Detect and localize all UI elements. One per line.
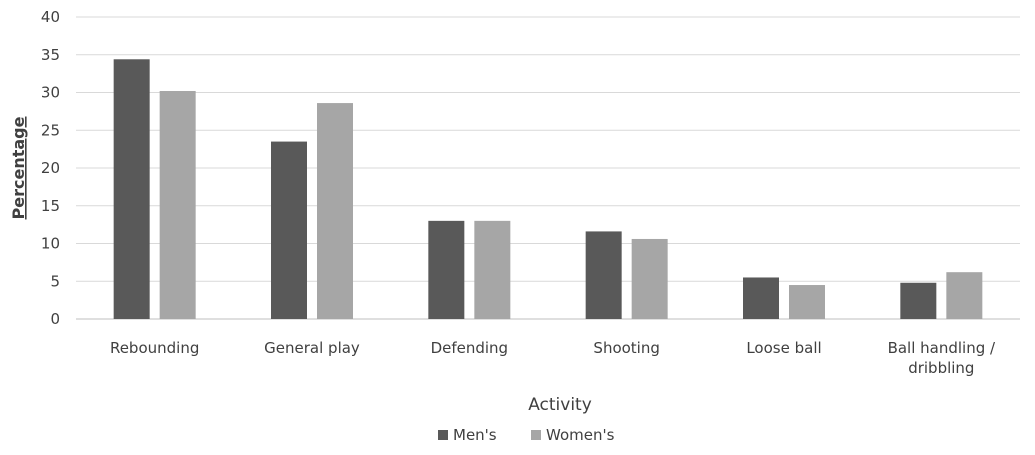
bar: [474, 220, 511, 319]
y-tick-label: 10: [41, 235, 60, 253]
legend-swatch: [438, 430, 448, 440]
y-tick-label: 15: [41, 197, 60, 215]
bar: [743, 277, 779, 319]
legend-swatch: [531, 430, 541, 440]
bar: [317, 103, 353, 319]
y-tick-label: 40: [41, 8, 60, 26]
bar: [113, 59, 150, 319]
legend-label: Men's: [453, 426, 497, 444]
y-tick-label: 0: [50, 310, 60, 328]
legend-label: Women's: [546, 426, 615, 444]
x-category-label: Shooting: [593, 339, 659, 357]
y-tick-label: 25: [41, 121, 60, 139]
bar: [585, 231, 622, 319]
x-category-label: Ball handling /: [888, 339, 996, 357]
x-category-label: Loose ball: [746, 339, 821, 357]
x-axis-title: Activity: [528, 395, 592, 415]
bars: [113, 59, 983, 320]
bar: [631, 238, 668, 319]
gridlines: [76, 16, 1020, 320]
y-tick-label: 5: [50, 272, 60, 290]
x-axis-categories: Rebounding General play Defending Shooting L…: [110, 339, 996, 377]
y-tick-label: 20: [41, 159, 60, 177]
y-tick-label: 30: [41, 84, 60, 102]
legend: Men's Women's: [438, 426, 615, 444]
bar: [428, 220, 465, 319]
x-category-label: Rebounding: [110, 339, 199, 357]
bar: [900, 282, 937, 319]
y-axis-title: Percentage: [9, 116, 28, 219]
x-category-label: dribbling: [908, 359, 974, 377]
y-axis-ticks: 0 5 10 15 20 25 30 35 40: [41, 8, 60, 328]
x-category-label: General play: [264, 339, 360, 357]
y-tick-label: 35: [41, 46, 60, 64]
bar: [159, 90, 196, 320]
bar: [271, 141, 307, 319]
bar: [946, 272, 983, 319]
x-category-label: Defending: [431, 339, 509, 357]
bar: [789, 285, 825, 319]
